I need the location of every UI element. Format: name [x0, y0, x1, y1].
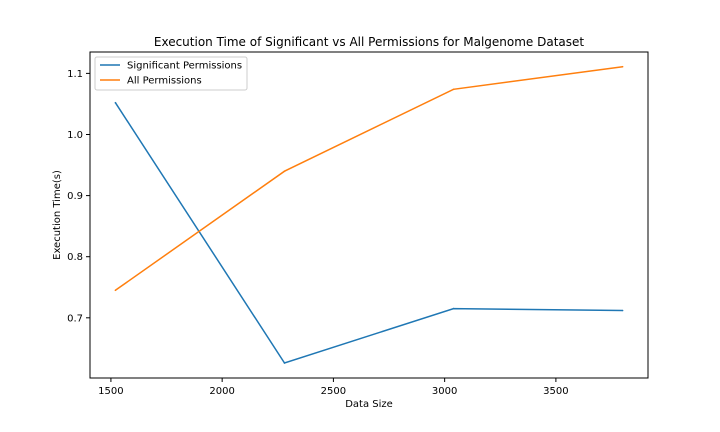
legend: Significant Permissions All Permissions: [94, 56, 248, 91]
series-1-point: [114, 101, 117, 104]
y-tick-label: 1.1: [67, 69, 83, 80]
y-tick-label: 0.8: [67, 252, 83, 263]
x-tick-label: 3500: [543, 386, 568, 397]
y-axis-label: Execution Time(s): [52, 170, 63, 260]
chart-title: Execution Time of Significant vs All Per…: [154, 35, 585, 49]
legend-box: [94, 56, 248, 91]
series-2-point: [114, 289, 117, 292]
x-axis-ticks: 1500 2000 2500 3000 3500: [98, 378, 569, 397]
series-line-2: [114, 65, 623, 291]
y-tick-label: 1.0: [67, 130, 83, 141]
x-tick-label: 3000: [432, 386, 457, 397]
x-tick-label: 1500: [98, 386, 123, 397]
series-2-point: [283, 170, 286, 172]
legend-label-2: All Permissions: [127, 76, 202, 87]
series-layer: [114, 65, 624, 364]
plot-frame: [89, 51, 649, 379]
x-tick-label: 2500: [321, 386, 346, 397]
y-axis-ticks: 0.7 0.8 0.9 1.0 1.1: [67, 69, 90, 324]
legend-label-1: Significant Permissions: [127, 61, 242, 72]
series-1-point: [452, 307, 455, 310]
series-2-point: [621, 65, 624, 68]
series-1-point: [621, 309, 624, 312]
x-tick-label: 2000: [209, 386, 234, 397]
x-axis-label: Data Size: [345, 399, 393, 410]
series-2-point: [452, 88, 455, 91]
y-tick-label: 0.7: [67, 313, 83, 324]
series-1-point: [283, 362, 286, 364]
y-tick-label: 0.9: [67, 191, 83, 202]
series-line-1: [114, 102, 623, 364]
